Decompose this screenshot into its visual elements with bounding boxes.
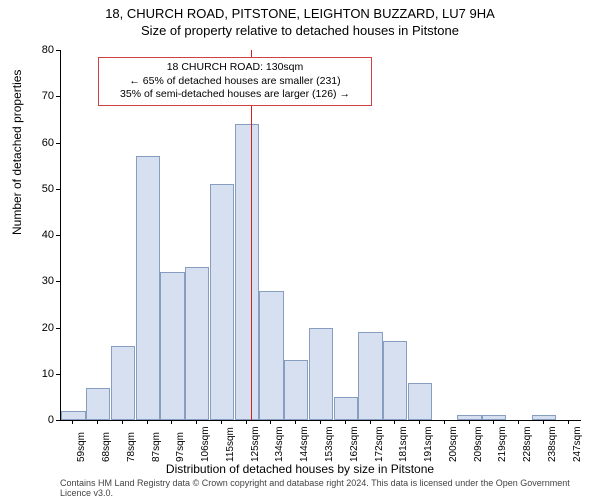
chart-title: 18, CHURCH ROAD, PITSTONE, LEIGHTON BUZZ… — [0, 0, 600, 23]
x-tick-label: 125sqm — [250, 426, 261, 462]
x-tick-label: 219sqm — [497, 426, 508, 462]
histogram-bar — [284, 360, 308, 420]
histogram-bar — [334, 397, 358, 420]
y-tick-label: 0 — [24, 414, 54, 426]
histogram-bar — [383, 341, 407, 420]
y-tick-mark — [56, 281, 60, 282]
annotation-box: 18 CHURCH ROAD: 130sqm← 65% of detached … — [98, 57, 372, 106]
y-tick-label: 80 — [24, 44, 54, 56]
x-tick-mark — [196, 420, 197, 424]
x-tick-mark — [370, 420, 371, 424]
histogram-bar — [309, 328, 333, 421]
x-tick-label: 191sqm — [423, 426, 434, 462]
y-tick-mark — [56, 189, 60, 190]
x-tick-mark — [419, 420, 420, 424]
x-tick-mark — [469, 420, 470, 424]
x-tick-mark — [295, 420, 296, 424]
y-tick-label: 60 — [24, 137, 54, 149]
x-tick-mark — [444, 420, 445, 424]
histogram-bar — [532, 415, 556, 420]
x-tick-mark — [171, 420, 172, 424]
y-tick-mark — [56, 50, 60, 51]
annotation-line2: ← 65% of detached houses are smaller (23… — [105, 75, 365, 89]
y-tick-mark — [56, 143, 60, 144]
x-tick-mark — [320, 420, 321, 424]
histogram-bar — [160, 272, 184, 420]
chart-subtitle: Size of property relative to detached ho… — [0, 23, 600, 40]
x-tick-mark — [270, 420, 271, 424]
x-tick-mark — [147, 420, 148, 424]
x-tick-label: 59sqm — [76, 432, 87, 462]
histogram-bar — [358, 332, 382, 420]
x-tick-mark — [97, 420, 98, 424]
y-tick-mark — [56, 328, 60, 329]
y-tick-label: 20 — [24, 322, 54, 334]
x-tick-mark — [72, 420, 73, 424]
y-tick-label: 30 — [24, 275, 54, 287]
x-tick-label: 144sqm — [299, 426, 310, 462]
histogram-bar — [86, 388, 110, 420]
x-axis-label: Distribution of detached houses by size … — [0, 462, 600, 476]
histogram-bar — [457, 415, 481, 420]
x-tick-mark — [221, 420, 222, 424]
x-tick-label: 162sqm — [349, 426, 360, 462]
x-tick-mark — [543, 420, 544, 424]
y-tick-mark — [56, 374, 60, 375]
y-tick-label: 40 — [24, 229, 54, 241]
x-tick-label: 115sqm — [225, 427, 236, 462]
y-tick-label: 50 — [24, 183, 54, 195]
annotation-line1: 18 CHURCH ROAD: 130sqm — [105, 61, 365, 75]
x-tick-mark — [493, 420, 494, 424]
histogram-bar — [259, 291, 283, 421]
footer-attribution: Contains HM Land Registry data © Crown c… — [60, 478, 600, 498]
y-tick-label: 70 — [24, 90, 54, 102]
x-tick-mark — [394, 420, 395, 424]
x-tick-mark — [246, 420, 247, 424]
histogram-bar — [235, 124, 259, 420]
x-tick-label: 228sqm — [522, 426, 533, 462]
histogram-bar — [408, 383, 432, 420]
x-tick-label: 78sqm — [126, 432, 137, 462]
x-tick-label: 87sqm — [151, 432, 162, 462]
x-tick-label: 181sqm — [398, 426, 409, 462]
y-tick-label: 10 — [24, 368, 54, 380]
x-tick-label: 238sqm — [547, 426, 558, 462]
x-tick-mark — [568, 420, 569, 424]
y-tick-mark — [56, 420, 60, 421]
histogram-bar — [61, 411, 85, 420]
histogram-bar — [111, 346, 135, 420]
annotation-line3: 35% of semi-detached houses are larger (… — [105, 88, 365, 102]
y-tick-mark — [56, 96, 60, 97]
x-tick-label: 209sqm — [473, 426, 484, 462]
y-tick-mark — [56, 235, 60, 236]
histogram-bar — [185, 267, 209, 420]
x-tick-label: 247sqm — [572, 426, 583, 462]
x-tick-label: 97sqm — [175, 432, 186, 462]
x-tick-mark — [122, 420, 123, 424]
x-tick-label: 172sqm — [374, 426, 385, 462]
histogram-bar — [210, 184, 234, 420]
y-axis-label: Number of detached properties — [10, 70, 24, 235]
x-tick-label: 134sqm — [274, 426, 285, 462]
x-tick-mark — [345, 420, 346, 424]
x-tick-label: 68sqm — [101, 432, 112, 462]
x-tick-label: 106sqm — [200, 426, 211, 462]
histogram-bar — [136, 156, 160, 420]
x-tick-label: 200sqm — [448, 426, 459, 462]
x-tick-label: 153sqm — [324, 426, 335, 462]
x-tick-mark — [518, 420, 519, 424]
